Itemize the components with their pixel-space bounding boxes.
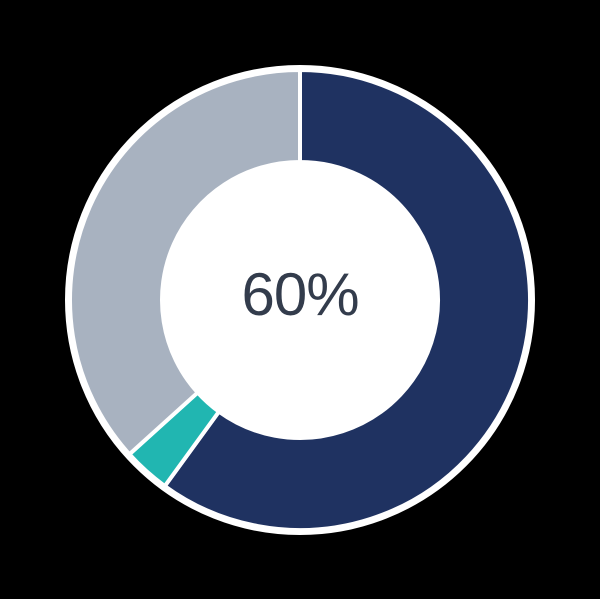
donut-outer-halo (65, 65, 535, 535)
donut-center-hole (162, 162, 438, 438)
